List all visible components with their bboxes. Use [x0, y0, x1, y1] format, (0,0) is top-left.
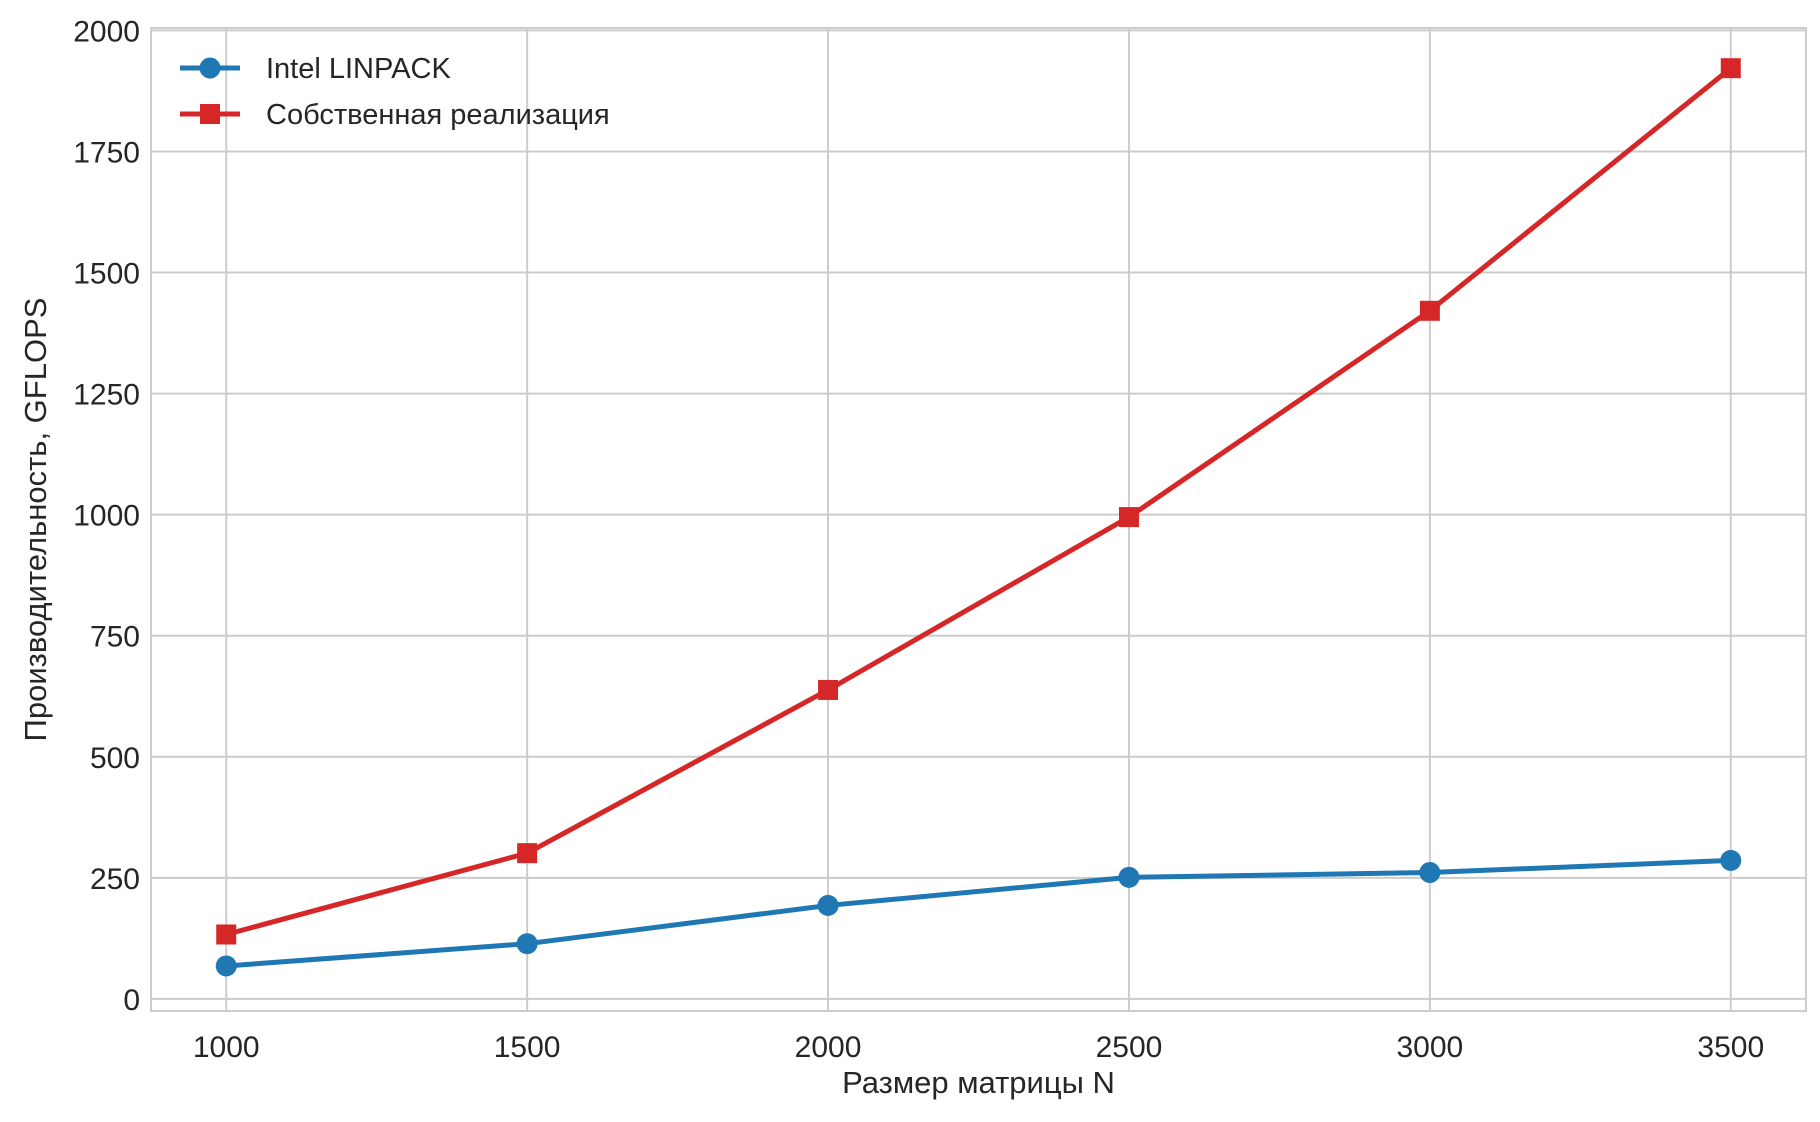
- series-line: [223, 857, 1734, 969]
- x-tick-label: 3500: [1697, 1031, 1764, 1064]
- data-point: [1720, 849, 1742, 871]
- y-tick-label: 1250: [73, 379, 140, 412]
- data-point: [1118, 507, 1139, 528]
- series: [215, 58, 1742, 977]
- x-tick-label: 2000: [795, 1031, 862, 1064]
- legend-item: Intel LINPACK: [180, 53, 451, 85]
- data-point: [1419, 862, 1441, 884]
- data-point: [517, 843, 538, 864]
- data-point: [818, 679, 839, 700]
- x-tick-label: 1500: [494, 1031, 561, 1064]
- legend: Intel LINPACK Собственная реализация: [180, 53, 610, 131]
- y-tick-label: 1500: [73, 258, 140, 291]
- axis-ticks: 1000 1500 2000 2500 3000 3500 0 250 500 750 1000 12…: [73, 15, 1764, 1064]
- y-axis-title: Производительность, GFLOPS: [18, 298, 53, 742]
- x-axis-title: Размер матрицы N: [842, 1065, 1115, 1100]
- y-tick-label: 1750: [73, 136, 140, 169]
- series-line: [223, 65, 1734, 937]
- legend-marker: [199, 57, 221, 79]
- legend-marker: [200, 104, 220, 124]
- y-tick-label: 500: [90, 742, 140, 775]
- legend-label: Собственная реализация: [266, 99, 610, 131]
- legend-label: Intel LINPACK: [266, 53, 451, 85]
- data-point: [516, 933, 538, 955]
- data-point: [215, 955, 237, 977]
- y-tick-label: 1000: [73, 500, 140, 533]
- x-tick-label: 2500: [1096, 1031, 1163, 1064]
- legend-item: Собственная реализация: [180, 99, 610, 131]
- grid: [151, 28, 1806, 1011]
- x-tick-label: 3000: [1396, 1031, 1463, 1064]
- y-tick-label: 2000: [73, 15, 140, 48]
- y-tick-label: 0: [123, 984, 140, 1017]
- data-point: [817, 894, 839, 916]
- y-tick-label: 750: [90, 621, 140, 654]
- data-point: [216, 924, 237, 945]
- data-point: [1720, 58, 1741, 79]
- data-point: [1419, 300, 1440, 321]
- series-1: [215, 849, 1742, 977]
- plot-frame: [150, 27, 1807, 1012]
- series-2: [216, 58, 1741, 945]
- y-tick-label: 250: [90, 863, 140, 896]
- data-point: [1118, 866, 1140, 888]
- x-tick-label: 1000: [193, 1031, 260, 1064]
